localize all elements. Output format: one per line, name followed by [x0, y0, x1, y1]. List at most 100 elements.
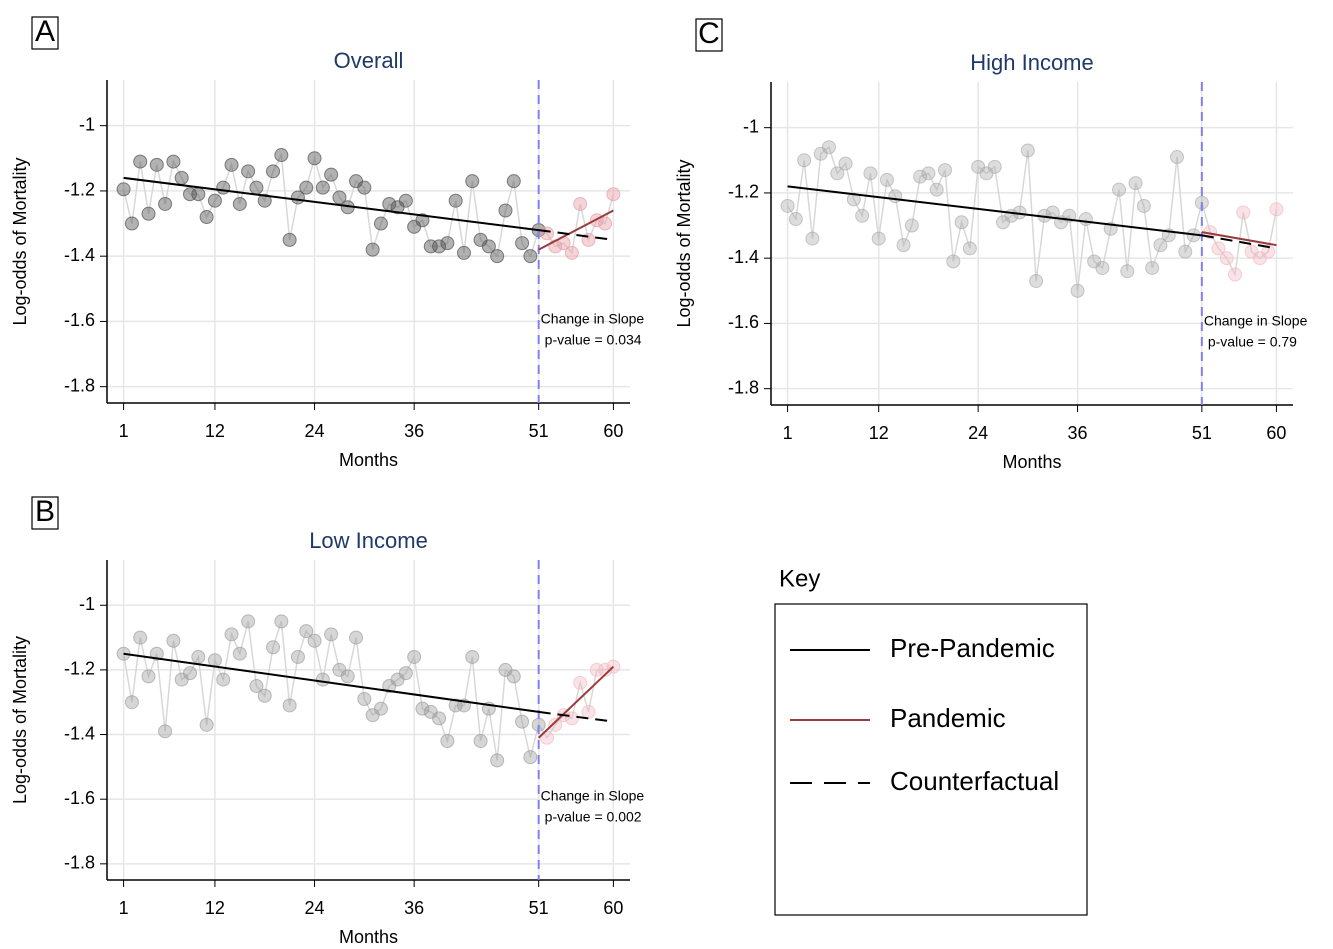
data-point	[1078, 212, 1093, 227]
y-axis-label: Log-odds of Mortality	[10, 636, 30, 804]
data-point	[490, 249, 505, 264]
y-tick-label: -1.6	[64, 310, 95, 330]
data-point	[913, 169, 928, 184]
data-point	[1219, 251, 1234, 266]
data-point	[987, 159, 1002, 174]
data-point	[224, 157, 239, 172]
x-tick-label: 12	[205, 898, 225, 918]
data-point	[846, 192, 861, 207]
data-point	[1261, 244, 1276, 259]
data-point	[946, 254, 961, 269]
data-point	[465, 174, 480, 189]
y-tick-label: -1	[79, 594, 95, 614]
panel-letter-box	[31, 16, 59, 50]
data-point	[523, 249, 538, 264]
x-tick-label: 24	[305, 421, 325, 441]
data-point	[564, 711, 579, 726]
data-point	[432, 711, 447, 726]
data-point	[1269, 202, 1284, 217]
data-point	[191, 187, 206, 202]
annotation: Change in Slope	[541, 788, 645, 804]
data-point	[539, 226, 554, 241]
data-point	[830, 166, 845, 181]
trend-line	[538, 229, 614, 241]
data-point	[365, 242, 380, 257]
data-point	[124, 695, 139, 710]
data-point	[166, 154, 181, 169]
panel-letter: A	[35, 15, 55, 48]
data-point	[506, 669, 521, 684]
legend-label: Counterfactual	[890, 766, 1059, 796]
y-tick-label: -1	[79, 114, 95, 134]
y-tick-label: -1.2	[64, 180, 95, 200]
data-point	[207, 193, 222, 208]
data-point	[954, 215, 969, 230]
data-point	[158, 196, 173, 211]
data-point	[257, 688, 272, 703]
data-point	[564, 245, 579, 260]
x-tick-label: 51	[529, 421, 549, 441]
y-tick-label: -1.8	[728, 377, 759, 397]
annotation: p-value = 0.79	[1208, 334, 1297, 350]
panel-letter-box	[695, 18, 723, 52]
data-point	[473, 734, 488, 749]
data-point	[581, 704, 596, 719]
data-point	[349, 630, 364, 645]
data-point	[357, 691, 372, 706]
data-point	[896, 238, 911, 253]
data-point	[1170, 150, 1184, 165]
x-tick-label: 36	[404, 421, 424, 441]
trend-line	[787, 185, 1202, 237]
data-point	[523, 750, 538, 765]
data-point	[1045, 205, 1060, 220]
y-tick-label: -1.4	[64, 723, 95, 743]
data-point	[199, 210, 214, 225]
data-point	[780, 198, 795, 213]
data-point	[241, 164, 256, 179]
data-point	[515, 236, 530, 251]
legend-label: Pre-Pandemic	[890, 633, 1055, 663]
data-point	[465, 649, 480, 664]
data-point	[938, 163, 952, 178]
trend-line	[1201, 234, 1277, 250]
trend-line	[123, 652, 539, 713]
data-point	[266, 640, 281, 655]
data-point	[1228, 267, 1242, 282]
data-point	[266, 164, 281, 179]
x-tick-label: 60	[1266, 423, 1286, 443]
data-point	[1095, 260, 1110, 275]
data-point	[1120, 264, 1135, 279]
data-point	[315, 180, 330, 195]
data-point	[855, 208, 870, 223]
panel-letter: C	[698, 17, 720, 50]
trend-line	[538, 209, 614, 251]
data-point	[274, 148, 289, 163]
legend-title: Key	[779, 565, 820, 592]
data-point	[606, 187, 621, 202]
panel-letter: B	[35, 495, 55, 528]
data-point	[539, 730, 554, 745]
y-axis-label: Log-odds of Mortality	[10, 157, 30, 325]
data-point	[1153, 238, 1168, 253]
trend-line	[1201, 231, 1277, 247]
data-point	[573, 675, 588, 690]
data-point	[340, 669, 355, 684]
data-point	[290, 649, 305, 664]
data-point	[398, 193, 413, 208]
y-tick-label: -1.6	[64, 788, 95, 808]
data-point	[158, 724, 173, 739]
x-tick-label: 1	[119, 421, 129, 441]
data-point	[249, 679, 264, 694]
trend-line	[123, 176, 539, 232]
x-tick-label: 12	[205, 421, 225, 441]
data-point	[838, 156, 853, 171]
data-point	[1029, 274, 1044, 289]
data-point	[1070, 283, 1085, 298]
data-point	[373, 701, 388, 716]
data-point	[822, 140, 836, 155]
data-point	[373, 216, 388, 231]
data-point	[904, 218, 919, 233]
data-point	[174, 170, 189, 185]
x-tick-label: 24	[968, 423, 988, 443]
data-point	[398, 666, 413, 681]
